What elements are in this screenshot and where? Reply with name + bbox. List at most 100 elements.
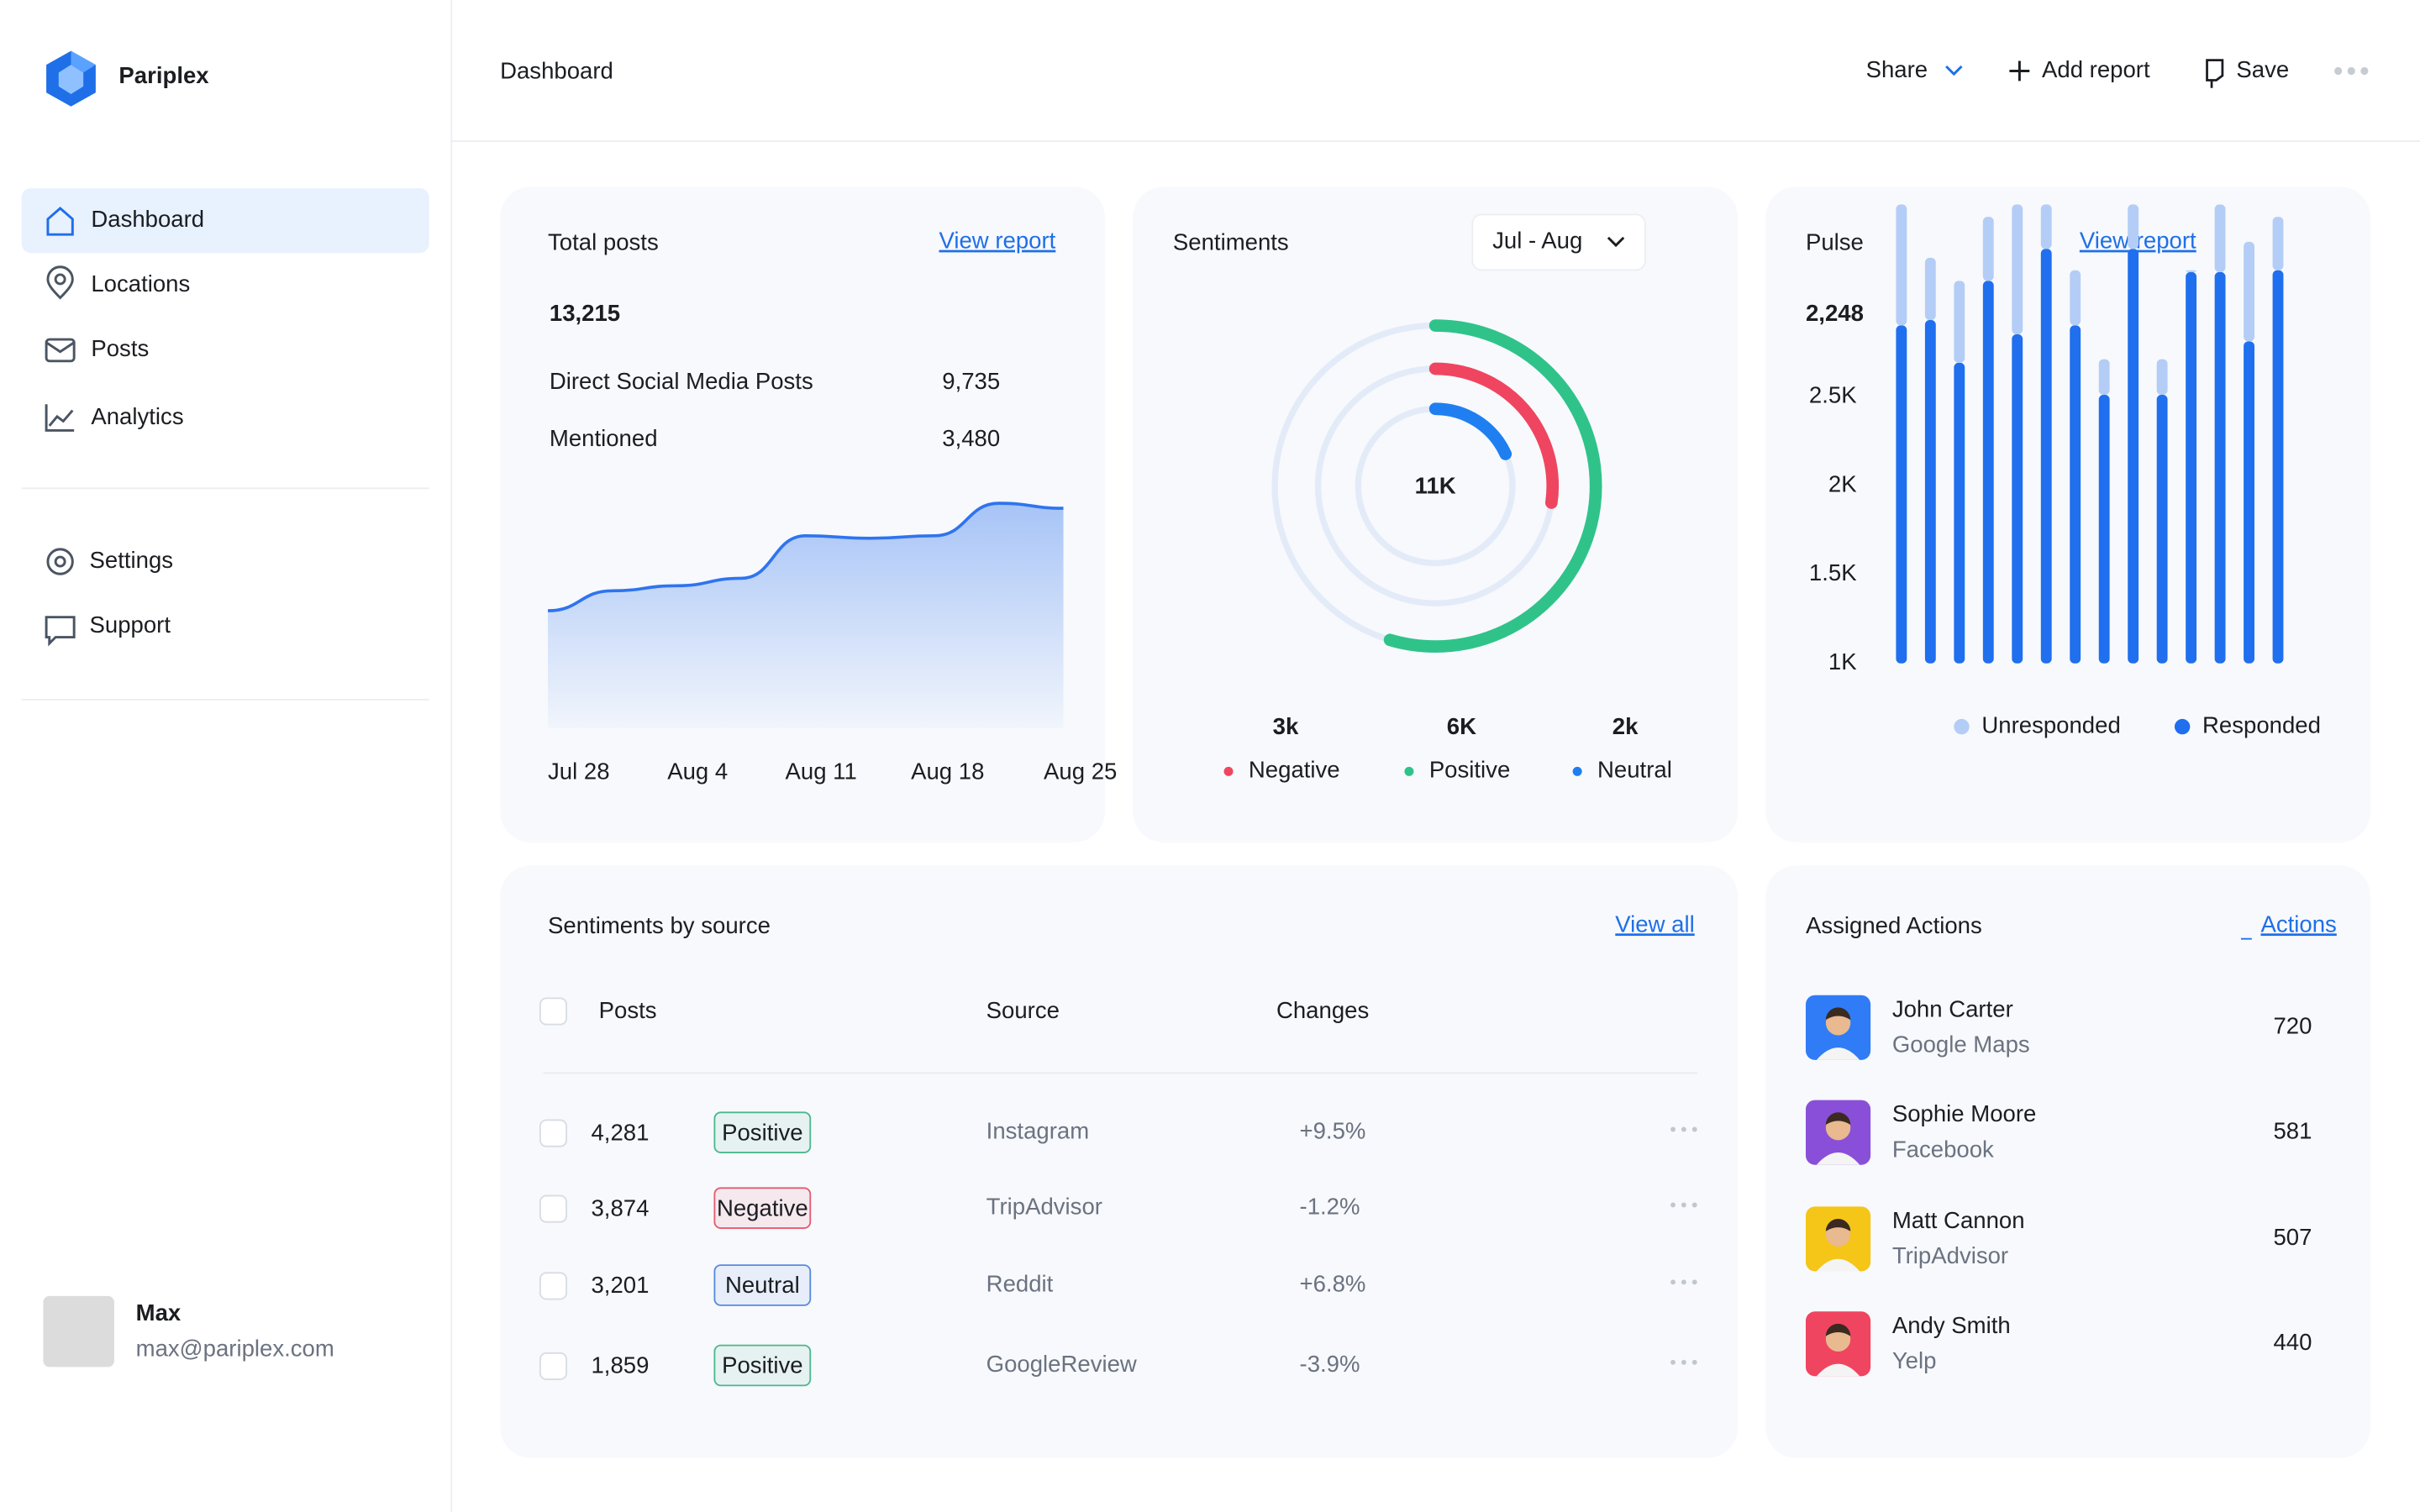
assignee-source: Yelp — [1892, 1347, 1937, 1373]
nav-item[interactable]: Posts — [91, 335, 149, 361]
bar-segment — [2040, 249, 2052, 664]
nav-icons — [45, 207, 76, 647]
avatar-body — [1816, 1258, 1860, 1272]
page-title: Dashboard — [500, 58, 613, 84]
checkbox[interactable] — [539, 1272, 567, 1300]
row-menu-dot[interactable] — [1691, 1202, 1697, 1208]
assignee-count: 720 — [2273, 1013, 2312, 1039]
status-badge — [713, 1111, 812, 1153]
bar-segment — [1982, 217, 1994, 281]
avatar-hair — [1825, 1112, 1851, 1125]
bar-segment — [2272, 217, 2284, 270]
bar-segment — [1954, 281, 1965, 363]
actions-link[interactable]: Actions — [2260, 911, 2336, 937]
avatar-hair — [1825, 1323, 1851, 1336]
big-number: 13,215 — [550, 300, 620, 326]
row-menu-dot[interactable] — [1691, 1126, 1697, 1132]
row-menu-dot[interactable] — [1670, 1359, 1676, 1365]
row-label: Direct Social Media Posts — [550, 368, 813, 394]
row-menu-dot[interactable] — [1670, 1126, 1676, 1132]
ring-arc — [1268, 319, 1602, 653]
bar-segment — [1982, 281, 1994, 664]
checkbox[interactable] — [539, 1119, 567, 1147]
status-label: Positive — [722, 1119, 802, 1145]
legend-dot — [1954, 718, 1970, 735]
posts-count: 4,281 — [591, 1119, 649, 1145]
avatar-body — [1816, 1047, 1860, 1060]
bar-segment — [2070, 270, 2081, 326]
ring-arc — [1351, 402, 1519, 570]
assignee-source: Google Maps — [1892, 1032, 2030, 1058]
more-menu[interactable] — [2334, 66, 2369, 76]
x-tick-label: Aug 11 — [786, 758, 857, 784]
status-label: Negative — [717, 1194, 808, 1221]
row-menu-dot[interactable] — [1681, 1126, 1686, 1132]
date-filter-label[interactable]: Jul - Aug — [1492, 228, 1582, 254]
row-value: 3,480 — [942, 425, 1000, 451]
row-menu-dot[interactable] — [1670, 1202, 1676, 1208]
legend-label: Responded — [2202, 711, 2321, 738]
assignee-source: Facebook — [1892, 1136, 1994, 1162]
nav-item[interactable]: Dashboard — [91, 206, 204, 232]
add-report-button[interactable]: Add report — [2042, 56, 2150, 82]
assignee-name: Matt Cannon — [1892, 1207, 2025, 1233]
card-title: Pulse — [1806, 228, 1864, 255]
row-label: Mentioned — [550, 425, 658, 451]
card-title: Sentiments — [1173, 228, 1289, 255]
card-title: Sentiments by source — [548, 912, 771, 938]
checkbox[interactable] — [539, 1194, 567, 1223]
bar-segment — [2012, 204, 2023, 334]
value-label: 3k — [1273, 713, 1299, 739]
nav-item[interactable]: Locations — [91, 270, 190, 297]
row-menu-dot[interactable] — [1681, 1279, 1686, 1285]
nav-item[interactable]: Settings — [90, 547, 174, 573]
change-value: +6.8% — [1300, 1270, 1366, 1296]
card-title: Assigned Actions — [1806, 912, 1982, 938]
checkbox[interactable] — [539, 1352, 567, 1380]
bar-segment — [2244, 241, 2254, 342]
bar-segment — [2098, 359, 2110, 395]
x-tick-label: Aug 25 — [1044, 758, 1117, 784]
bar-segment — [1924, 320, 1936, 664]
bar-segment — [2156, 359, 2168, 395]
legend-dot — [1223, 766, 1234, 776]
checkbox[interactable] — [539, 997, 567, 1026]
row-menu-dot[interactable] — [1691, 1359, 1697, 1365]
row-menu-dot[interactable] — [1670, 1279, 1676, 1285]
column-header: Posts — [599, 997, 657, 1023]
card-title: Total posts — [548, 228, 659, 255]
avatar-body — [1816, 1152, 1860, 1165]
row-menu-dot[interactable] — [1681, 1202, 1686, 1208]
share-button[interactable]: Share — [1866, 56, 1928, 82]
logo — [46, 50, 96, 107]
nav-active[interactable] — [21, 188, 429, 254]
legend-dot — [2174, 718, 2191, 735]
bar-segment — [2012, 333, 2023, 664]
assignee-count: 507 — [2273, 1224, 2312, 1250]
date-filter[interactable] — [1471, 213, 1646, 271]
nav-item[interactable]: Support — [90, 612, 171, 638]
bar-segment — [2098, 394, 2110, 664]
view-all-link[interactable]: View all — [1615, 911, 1694, 937]
legend-label: Unresponded — [1981, 711, 2120, 738]
change-value: -3.9% — [1300, 1351, 1360, 1377]
chevron — [1607, 236, 1625, 248]
bar-segment — [1954, 362, 1965, 664]
change-value: +9.5% — [1300, 1117, 1366, 1143]
column-header: Changes — [1276, 997, 1369, 1023]
legend-dot — [1404, 766, 1414, 776]
bar-segment — [1896, 325, 1907, 664]
view-report-link[interactable]: View report — [939, 228, 1055, 254]
row-menu-dot[interactable] — [1691, 1279, 1697, 1285]
status-label: Neutral — [725, 1272, 800, 1298]
row-menu-dot[interactable] — [1681, 1359, 1686, 1365]
source-name: GoogleReview — [986, 1351, 1137, 1377]
bar-segment — [1924, 257, 1936, 321]
donut-total: 11K — [1415, 473, 1456, 499]
status-badge — [713, 1187, 812, 1229]
nav-item[interactable]: Analytics — [91, 403, 183, 429]
save-button[interactable]: Save — [2236, 56, 2289, 82]
source-name: Instagram — [986, 1117, 1089, 1143]
